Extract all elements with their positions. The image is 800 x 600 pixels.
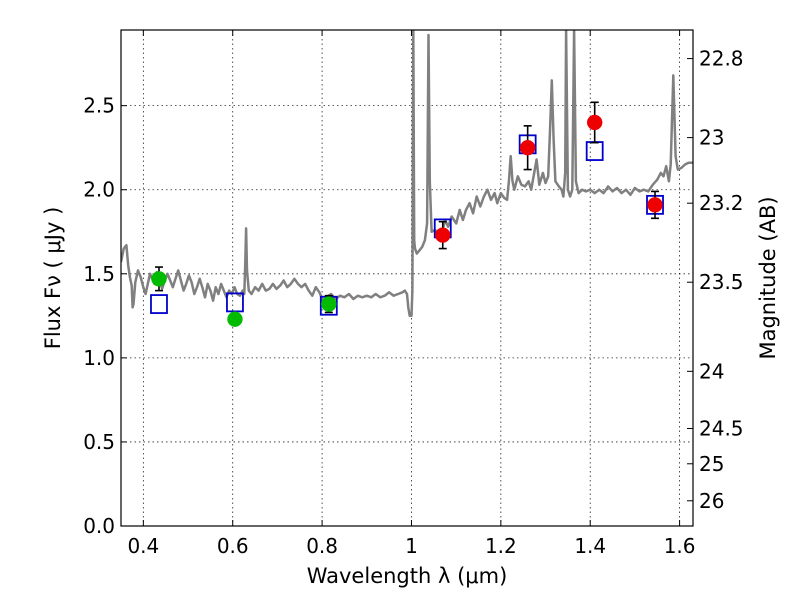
plot-frame [120,29,694,527]
model-square-point [150,294,168,314]
y-tick-label: 1.5 [83,262,115,286]
spectrum-line [121,30,693,318]
right-axis-label: Magnitude (AB) [756,196,780,359]
plot-area [121,30,693,327]
photometry-point [519,139,536,156]
x-tick-label: 1.6 [664,534,696,558]
mag-tick-label: 25 [699,452,724,476]
y-axis-label: Flux Fν ( μJy ) [41,207,65,350]
x-tick-label: 1.2 [485,534,517,558]
x-tick-label: 1.4 [574,534,606,558]
y-tick-label: 2.0 [83,178,115,202]
y-tick-label: 0.0 [83,514,115,538]
ticks [121,30,693,527]
photometry-point [227,311,243,327]
y-tick-label: 2.5 [83,94,115,118]
mag-tick-label: 23.5 [699,270,744,294]
x-tick-label: 0.4 [127,534,159,558]
mag-tick-label: 24 [699,359,724,383]
y-tick-label: 1.0 [83,346,115,370]
photometry-point [586,114,603,131]
mag-tick-label: 26 [699,489,724,513]
grid [121,30,693,527]
y-tick-label: 0.5 [83,430,115,454]
model-square-point [585,141,604,161]
tick-labels: 0.4 0.6 0.8 1 1.2 1.4 1.6 0.0 0.5 1.0 1.5 2.0 2.5 22.… [83,47,743,558]
model-square-point [226,292,244,313]
x-axis-label: Wavelength λ (μm) [307,564,508,588]
x-tick-label: 1 [405,534,418,558]
photometry-point [647,197,663,213]
mag-tick-label: 22.8 [699,47,744,71]
photometry-point [435,227,451,243]
mag-tick-label: 24.5 [699,416,744,440]
mag-tick-label: 23.2 [699,191,744,215]
photometry-point [151,271,167,287]
mag-tick-label: 23 [699,126,724,150]
x-tick-label: 0.8 [306,534,338,558]
x-tick-label: 0.6 [217,534,249,558]
photometry-point [321,296,337,312]
